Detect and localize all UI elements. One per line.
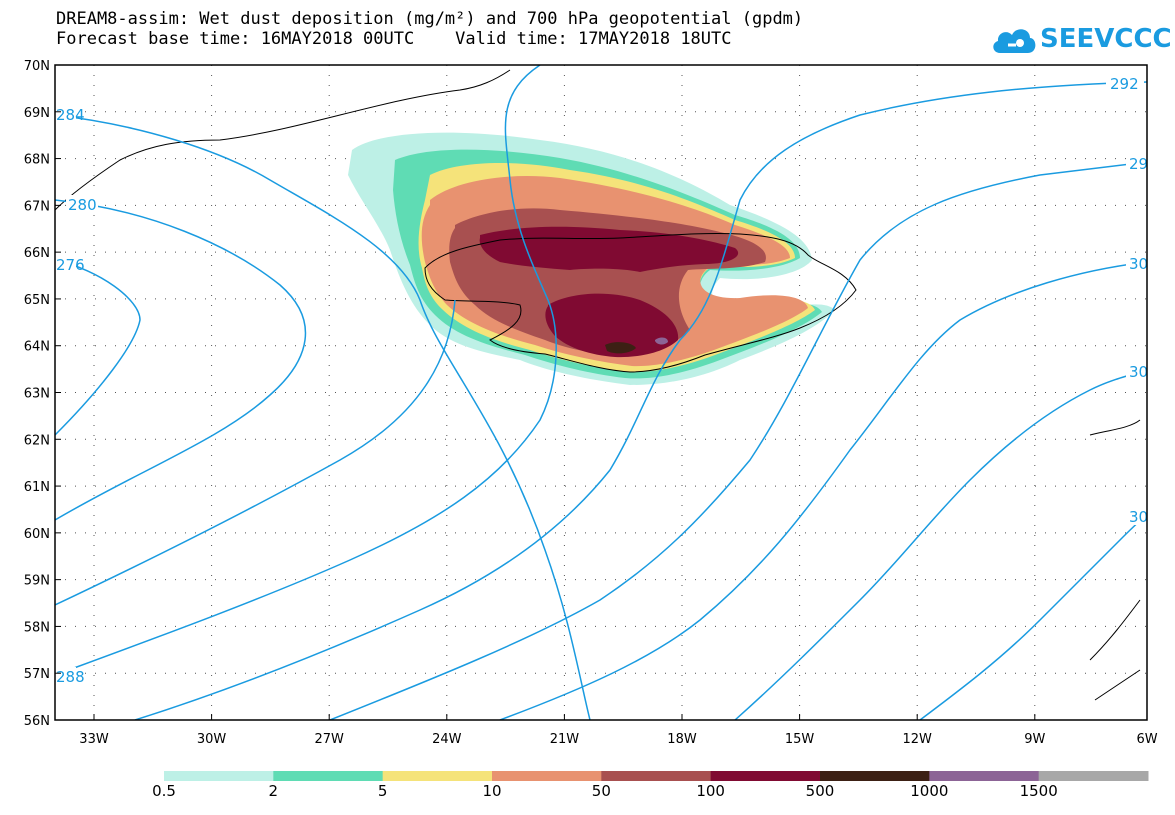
contour-label: 288 bbox=[56, 668, 85, 686]
legend-colorbar bbox=[164, 771, 1149, 781]
legend-label: 10 bbox=[482, 782, 502, 800]
axis-labels: 70N 69N 68N 67N 66N 65N 64N 63N 62N 61N 60N 59N 58N 5… bbox=[24, 59, 1158, 747]
contour-label: 30 bbox=[1129, 255, 1148, 273]
lat-label: 63N bbox=[24, 387, 50, 402]
legend-swatch bbox=[273, 771, 384, 781]
lat-label: 64N bbox=[24, 340, 50, 355]
graticule bbox=[55, 65, 1147, 720]
contour-label: 30 bbox=[1129, 508, 1148, 526]
contour-label: 30 bbox=[1129, 363, 1148, 381]
lat-label: 69N bbox=[24, 106, 50, 121]
legend-swatch bbox=[601, 771, 712, 781]
legend-swatch bbox=[820, 771, 930, 781]
contour-labels: 284 280 276 288 292 29 30 30 30 bbox=[54, 74, 1148, 686]
legend-label: 2 bbox=[268, 782, 279, 800]
legend-swatch bbox=[710, 771, 821, 781]
contour-288-a bbox=[55, 299, 456, 606]
contour-b2 bbox=[134, 81, 1147, 720]
contour-284 bbox=[55, 114, 591, 720]
lon-label: 24W bbox=[432, 732, 462, 747]
contour-label: 284 bbox=[56, 106, 85, 124]
contour-label: 276 bbox=[56, 256, 85, 274]
legend-swatch bbox=[492, 771, 602, 781]
legend-swatch bbox=[1038, 771, 1149, 781]
dust-deposition-field bbox=[348, 132, 835, 385]
lon-label: 18W bbox=[667, 732, 697, 747]
map-title-line2: Forecast base time: 16MAY2018 00UTC Vali… bbox=[56, 29, 732, 49]
lat-label: 65N bbox=[24, 293, 50, 308]
lon-label: 12W bbox=[902, 732, 932, 747]
legend-label: 500 bbox=[805, 782, 835, 800]
lon-label: 27W bbox=[314, 732, 344, 747]
legend-swatch bbox=[382, 771, 493, 781]
scotland-coast bbox=[1089, 419, 1141, 436]
lat-label: 70N bbox=[24, 59, 50, 74]
map-title-line1: DREAM8-assim: Wet dust deposition (mg/m²… bbox=[56, 9, 804, 29]
cloud-logo-icon bbox=[993, 29, 1036, 53]
lon-label: 6W bbox=[1136, 732, 1157, 747]
geopotential-contours bbox=[55, 65, 1147, 720]
legend-swatch bbox=[164, 771, 274, 781]
contour-288-b bbox=[55, 65, 557, 676]
lat-label: 59N bbox=[24, 574, 50, 589]
lon-label: 15W bbox=[785, 732, 815, 747]
contour-276 bbox=[55, 259, 141, 436]
lat-label: 68N bbox=[24, 153, 50, 168]
contour-b3 bbox=[329, 161, 1147, 720]
coastlines bbox=[55, 69, 1141, 701]
dust-level-500 bbox=[605, 342, 636, 354]
norway-coast bbox=[1089, 599, 1141, 701]
lat-label: 57N bbox=[24, 667, 50, 682]
lat-label: 67N bbox=[24, 199, 50, 214]
seevccc-logo: SEEVCCC bbox=[990, 20, 1172, 60]
legend-label: 50 bbox=[591, 782, 611, 800]
legend-swatch bbox=[929, 771, 1040, 781]
contour-label: 292 bbox=[1110, 75, 1139, 93]
lon-label: 30W bbox=[197, 732, 227, 747]
lon-label: 33W bbox=[79, 732, 109, 747]
iceland-coast bbox=[424, 232, 857, 373]
legend-label: 0.5 bbox=[152, 782, 176, 800]
contour-b6 bbox=[919, 514, 1147, 720]
lat-label: 62N bbox=[24, 433, 50, 448]
lat-label: 61N bbox=[24, 480, 50, 495]
contour-b4 bbox=[499, 261, 1147, 720]
contour-label: 29 bbox=[1129, 155, 1148, 173]
lat-label: 58N bbox=[24, 620, 50, 635]
contour-b5 bbox=[734, 369, 1147, 720]
lat-label: 60N bbox=[24, 527, 50, 542]
logo-text: SEEVCCC bbox=[1040, 24, 1172, 54]
lat-label: 66N bbox=[24, 246, 50, 261]
legend-label: 100 bbox=[696, 782, 725, 800]
lat-label: 56N bbox=[24, 714, 50, 729]
lon-label: 9W bbox=[1024, 732, 1045, 747]
lon-label: 21W bbox=[550, 732, 580, 747]
dust-level-100-south bbox=[545, 293, 679, 358]
legend-label: 5 bbox=[377, 782, 388, 800]
greenland-coast bbox=[55, 69, 511, 211]
legend-label: 1500 bbox=[1019, 782, 1058, 800]
legend-label: 1000 bbox=[910, 782, 949, 800]
dust-level-1000 bbox=[655, 337, 668, 345]
contour-label: 280 bbox=[68, 196, 97, 214]
contour-280 bbox=[55, 199, 307, 521]
